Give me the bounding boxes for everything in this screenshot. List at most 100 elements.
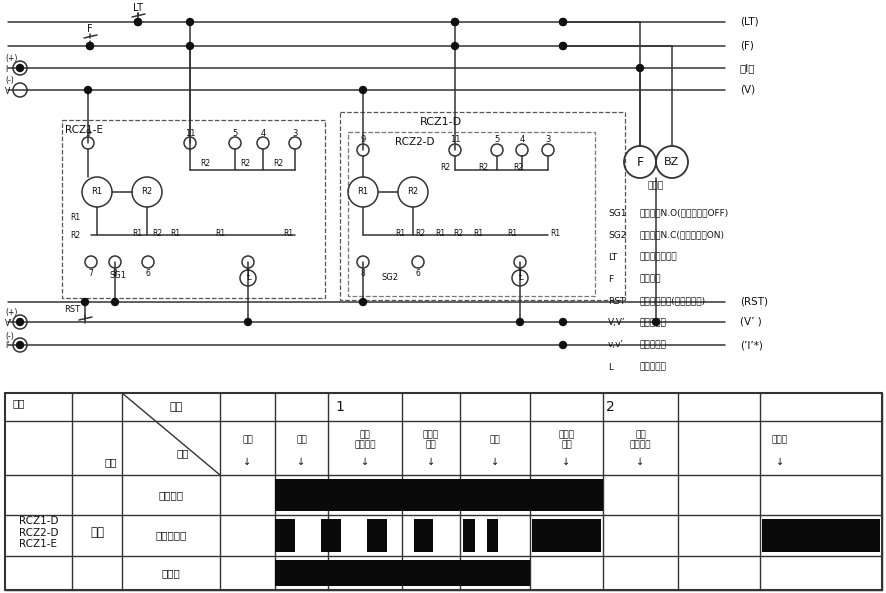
- Text: 5: 5: [232, 129, 237, 138]
- Text: 灯测试: 灯测试: [771, 435, 787, 445]
- Text: R2: R2: [199, 158, 210, 167]
- Bar: [367, 519, 386, 552]
- Text: 正常: 正常: [242, 435, 253, 445]
- Text: RST: RST: [64, 305, 80, 314]
- Text: 状态: 状态: [169, 402, 183, 412]
- Text: 11: 11: [449, 135, 460, 145]
- Circle shape: [451, 18, 458, 25]
- Circle shape: [559, 18, 566, 25]
- Text: 1: 1: [517, 269, 522, 278]
- Text: R2: R2: [415, 228, 424, 238]
- Text: 方式: 方式: [105, 457, 117, 467]
- Text: 报警显示灯: 报警显示灯: [155, 531, 186, 540]
- Text: R2: R2: [407, 187, 418, 196]
- Text: 闪烁接点: 闪烁接点: [640, 275, 661, 283]
- Text: RCZ1-D
RCZ2-D
RCZ1-E: RCZ1-D RCZ2-D RCZ1-E: [19, 516, 58, 549]
- Text: 蜂鸣器: 蜂鸣器: [161, 568, 180, 578]
- Bar: [486, 519, 498, 552]
- Text: 9: 9: [360, 135, 365, 145]
- Text: R2: R2: [478, 164, 487, 173]
- Bar: [347, 132, 595, 296]
- Text: ↓: ↓: [490, 457, 499, 467]
- Text: ↓: ↓: [361, 457, 369, 467]
- Text: SG2: SG2: [607, 231, 626, 240]
- Text: (RST): (RST): [739, 297, 767, 307]
- Text: V: V: [5, 87, 11, 95]
- Text: l’: l’: [5, 342, 10, 350]
- Text: l: l: [5, 65, 7, 74]
- Circle shape: [135, 18, 142, 25]
- Text: (’l’*): (’l’*): [739, 340, 762, 350]
- Text: 6: 6: [416, 269, 420, 278]
- Text: (LT): (LT): [739, 17, 758, 27]
- Circle shape: [186, 43, 193, 49]
- Text: R2: R2: [152, 228, 162, 238]
- Text: ↓: ↓: [426, 457, 434, 467]
- Text: ↓: ↓: [562, 457, 570, 467]
- Circle shape: [559, 18, 566, 25]
- Text: 5: 5: [494, 135, 499, 145]
- Text: 区别: 区别: [176, 448, 189, 458]
- Text: R1: R1: [132, 228, 142, 238]
- Text: R2: R2: [439, 164, 449, 173]
- Circle shape: [84, 87, 91, 94]
- Text: V,Vʹ: V,Vʹ: [607, 318, 625, 327]
- Text: F: F: [87, 24, 93, 34]
- Text: 1: 1: [245, 269, 250, 278]
- Text: R2: R2: [141, 187, 152, 196]
- Circle shape: [559, 318, 566, 326]
- Text: RST: RST: [607, 296, 625, 305]
- Bar: [62, 120, 324, 298]
- Text: R1: R1: [70, 213, 80, 222]
- Circle shape: [87, 43, 93, 49]
- Text: 2: 2: [605, 400, 614, 414]
- Text: RCZ2-D: RCZ2-D: [394, 137, 434, 147]
- Text: (V’ ): (V’ ): [739, 317, 761, 327]
- Circle shape: [17, 342, 23, 349]
- Text: 4: 4: [260, 129, 265, 138]
- Text: 3: 3: [545, 135, 550, 145]
- Text: 蜂鸣音
停止: 蜂鸣音 停止: [423, 431, 439, 449]
- Text: LT: LT: [607, 253, 617, 262]
- Text: 蜂鸣音
停止: 蜂鸣音 停止: [558, 431, 574, 449]
- Text: F: F: [636, 155, 643, 168]
- Text: R1: R1: [549, 228, 559, 238]
- Text: LT: LT: [133, 3, 143, 13]
- Text: 报警
自然恢复: 报警 自然恢复: [354, 431, 376, 449]
- Circle shape: [112, 298, 119, 305]
- Text: R2: R2: [273, 158, 283, 167]
- Text: 型号: 型号: [13, 398, 26, 408]
- Bar: [413, 519, 433, 552]
- Text: (+): (+): [5, 55, 18, 63]
- Text: 报警指示灯: 报警指示灯: [640, 362, 666, 371]
- Text: (-): (-): [5, 76, 14, 85]
- Text: V’: V’: [5, 318, 12, 327]
- Circle shape: [559, 43, 566, 49]
- Text: 指示灯电源: 指示灯电源: [640, 340, 666, 349]
- Circle shape: [359, 87, 366, 94]
- Text: （l）: （l）: [739, 63, 755, 73]
- Text: 报警接点N.C(正常时接点ON): 报警接点N.C(正常时接点ON): [640, 231, 724, 240]
- Text: R1: R1: [434, 228, 445, 238]
- Text: 3: 3: [292, 129, 298, 138]
- Text: 指示灯测试开关: 指示灯测试开关: [640, 253, 677, 262]
- Text: R1: R1: [507, 228, 517, 238]
- Bar: [275, 560, 460, 586]
- Text: R1: R1: [357, 187, 369, 196]
- Text: R2: R2: [240, 158, 250, 167]
- Text: 报警接点N.O(正常时接点OFF): 报警接点N.O(正常时接点OFF): [640, 209, 728, 218]
- Bar: [761, 519, 879, 552]
- Circle shape: [451, 43, 458, 49]
- Bar: [532, 519, 601, 552]
- Circle shape: [559, 342, 566, 349]
- Text: SG1: SG1: [607, 209, 626, 218]
- Bar: [460, 560, 530, 586]
- Text: (F): (F): [739, 41, 753, 51]
- Circle shape: [17, 318, 23, 326]
- Text: L: L: [607, 362, 612, 371]
- Text: ↓: ↓: [636, 457, 644, 467]
- Text: BZ: BZ: [664, 157, 679, 167]
- Circle shape: [186, 18, 193, 25]
- Text: R1: R1: [394, 228, 405, 238]
- Circle shape: [17, 65, 23, 72]
